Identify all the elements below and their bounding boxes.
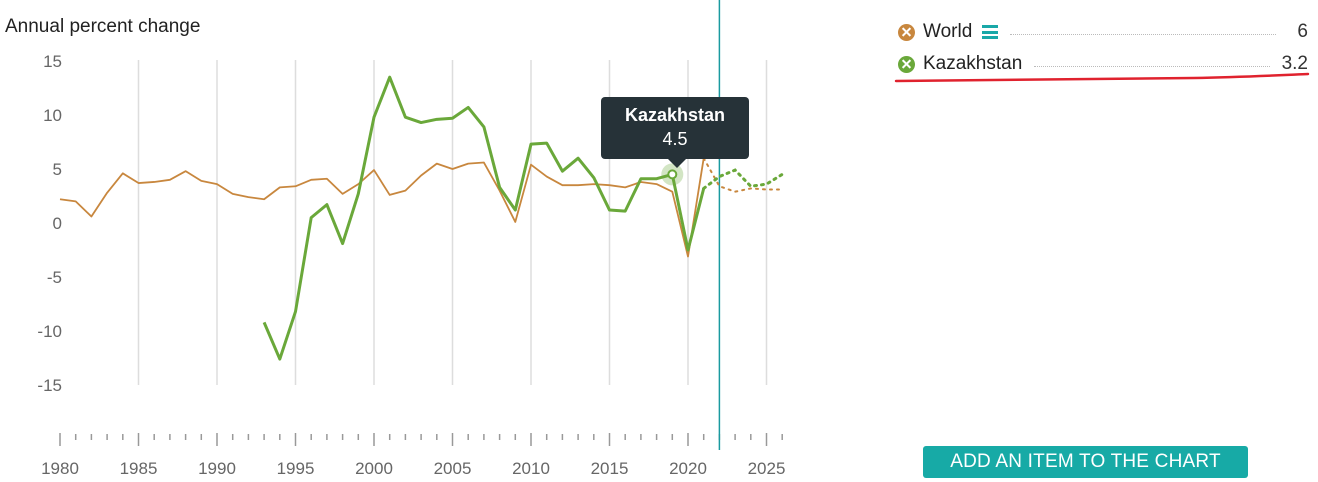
tooltip-value: 4.5 xyxy=(662,129,688,149)
legend-value-world: 6 xyxy=(1297,21,1308,42)
x-tick-label: 1990 xyxy=(198,459,236,478)
series-line-kazakhstan xyxy=(262,75,706,361)
x-tick-label: 2005 xyxy=(434,459,472,478)
tooltip: Kazakhstan 4.5 xyxy=(601,97,749,168)
y-tick-label: -5 xyxy=(47,268,62,287)
legend: World 6 Kazakhstan 3.2 xyxy=(898,16,1308,80)
grid-lines xyxy=(137,60,768,385)
hamburger-icon[interactable] xyxy=(982,25,999,39)
tooltip-title: Kazakhstan xyxy=(624,105,726,125)
x-tick-label: 2025 xyxy=(748,459,786,478)
legend-label-kazakhstan: Kazakhstan xyxy=(923,53,1023,74)
remove-kazakhstan-icon[interactable] xyxy=(898,55,915,73)
x-tick-label: 1980 xyxy=(41,459,79,478)
line-chart: 15 10 5 0 -5 -10 -15 1980 1985 1990 1995 2000 2005 2… xyxy=(37,0,785,478)
add-item-button[interactable]: ADD AN ITEM TO THE CHART xyxy=(923,446,1248,478)
x-tick-label: 2020 xyxy=(669,459,707,478)
y-tick-label: -10 xyxy=(37,322,62,341)
x-tick-label: 1985 xyxy=(120,459,158,478)
series-lines xyxy=(59,0,784,450)
y-tick-label: 5 xyxy=(53,160,62,179)
x-axis: 1980 1985 1990 1995 2000 2005 2010 2015 2020 2025 xyxy=(41,433,785,478)
remove-world-icon[interactable] xyxy=(898,23,915,41)
legend-leader-dots xyxy=(1010,33,1276,35)
y-tick-label: 15 xyxy=(43,52,62,71)
x-tick-label: 2015 xyxy=(591,459,629,478)
x-tick-label: 2000 xyxy=(355,459,393,478)
legend-value-kazakhstan: 3.2 xyxy=(1281,53,1308,74)
y-tick-label: 0 xyxy=(53,214,62,233)
x-tick-label: 1995 xyxy=(277,459,315,478)
y-axis-title: Annual percent change xyxy=(5,16,201,37)
red-underline-annotation xyxy=(894,72,1310,83)
y-tick-label: 10 xyxy=(43,106,62,125)
legend-item-world[interactable]: World 6 xyxy=(898,16,1308,48)
forecast-line-world xyxy=(702,157,784,193)
y-tick-label: -15 xyxy=(37,376,62,395)
legend-item-kazakhstan[interactable]: Kazakhstan 3.2 xyxy=(898,48,1308,80)
forecast-line-kazakhstan xyxy=(702,168,784,190)
legend-label-world: World xyxy=(923,21,973,42)
highlight-point xyxy=(667,169,678,180)
x-tick-label: 2010 xyxy=(512,459,550,478)
legend-leader-dots xyxy=(1034,65,1270,67)
y-axis-ticks: 15 10 5 0 -5 -10 -15 xyxy=(37,52,62,395)
